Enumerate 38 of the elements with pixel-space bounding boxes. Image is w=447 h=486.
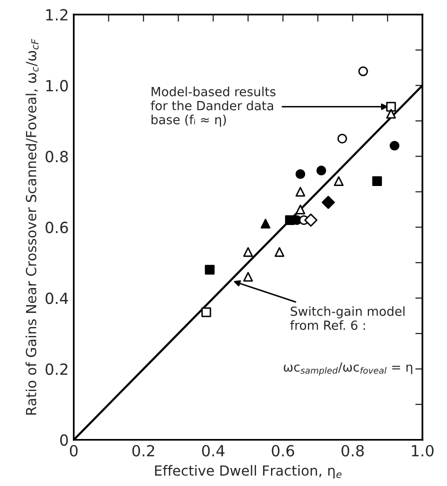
point: [274, 247, 284, 257]
x-tick-label: 0.8: [342, 444, 364, 457]
x-tick-label: 0.2: [132, 444, 154, 457]
point: [386, 108, 396, 119]
point: [243, 272, 253, 282]
x-tick-label: 0.4: [202, 444, 225, 457]
point: [204, 264, 215, 275]
point: [372, 176, 382, 186]
point: [201, 307, 212, 318]
x-tick-label: 1.0: [412, 444, 434, 457]
x-tick-label: 0.6: [272, 444, 294, 457]
point: [316, 166, 326, 176]
y-tick-label: 0.2: [46, 363, 68, 375]
annotation: Model-based results for the Dander data base (fᵢ ≈ η): [150, 86, 276, 127]
point: [243, 247, 253, 257]
y-tick-label: 0.4: [46, 292, 68, 304]
point: [334, 176, 344, 186]
point: [322, 196, 335, 209]
y-tick-label: 0.8: [46, 150, 68, 162]
point: [386, 102, 396, 112]
point: [358, 66, 368, 76]
point: [260, 218, 270, 229]
y-axis-title: Ratio of Gains Near Crossover Scanned/Foveal, ω$_{c}$/ω$_{cF}$: [26, 38, 39, 415]
y-tick-label: 0.6: [46, 222, 68, 234]
point: [296, 186, 306, 197]
x-axis-title: Effective Dwell Fraction, η$_{e}$: [155, 465, 342, 478]
point: [390, 140, 400, 151]
point: [296, 169, 306, 179]
annotation: Switch-gain model from Ref. 6 :: [290, 306, 404, 330]
point: [296, 204, 306, 214]
x-tick-label: 0: [70, 444, 78, 457]
y-tick-label: 1.0: [46, 80, 68, 92]
point: [337, 134, 348, 144]
annotation: ωc$_{sampled}$/ωc$_{foveal}$ = η: [284, 362, 412, 376]
point: [285, 215, 295, 225]
y-tick-label: 1.2: [46, 9, 68, 20]
point: [304, 214, 318, 227]
y-tick-label: 0: [60, 434, 68, 446]
